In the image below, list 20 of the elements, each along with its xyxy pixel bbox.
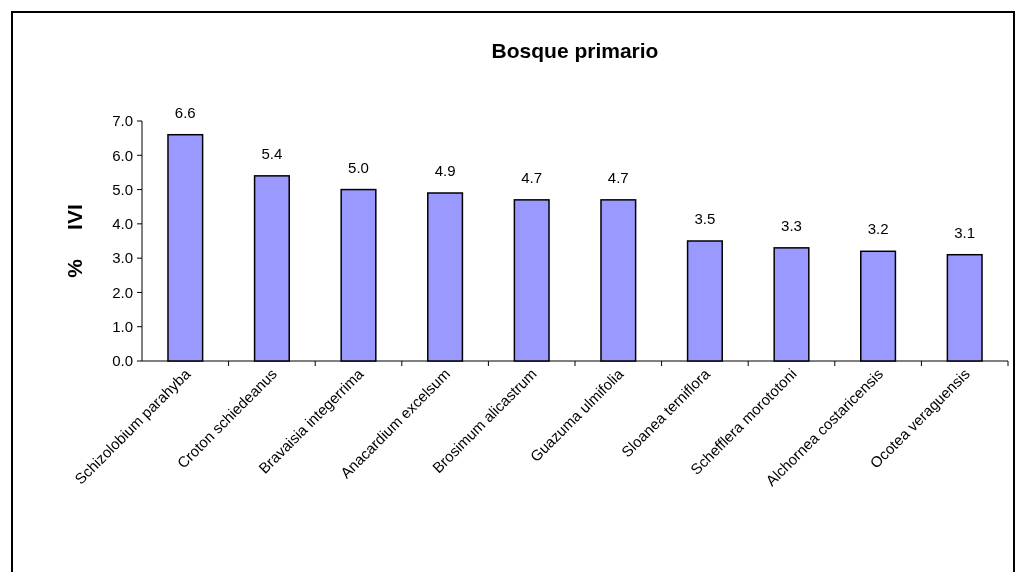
data-label: 4.9 bbox=[434, 162, 456, 179]
y-tick-label: 2.0 bbox=[112, 283, 133, 301]
data-label: 3.1 bbox=[954, 223, 976, 241]
chart-title: Bosque primario bbox=[491, 39, 659, 62]
data-label: 3.2 bbox=[867, 220, 889, 238]
y-tick-label: 3.0 bbox=[112, 249, 133, 267]
data-label: 3.5 bbox=[694, 210, 716, 227]
data-label: 5.0 bbox=[348, 158, 369, 176]
y-tick-label: 7.0 bbox=[112, 112, 133, 130]
data-label: 6.6 bbox=[174, 103, 196, 121]
y-tick-label: 0.0 bbox=[112, 352, 133, 370]
data-label: 5.4 bbox=[261, 144, 283, 162]
y-tick-label: 5.0 bbox=[112, 180, 133, 198]
data-label: 4.7 bbox=[607, 168, 629, 186]
y-tick-label: 6.0 bbox=[112, 146, 133, 164]
data-label: 4.7 bbox=[521, 168, 543, 186]
y-tick-label: 1.0 bbox=[112, 317, 133, 335]
y-axis-title: % IVI bbox=[63, 204, 86, 278]
y-tick-label: 4.0 bbox=[112, 215, 133, 233]
data-label: 3.3 bbox=[781, 216, 802, 234]
